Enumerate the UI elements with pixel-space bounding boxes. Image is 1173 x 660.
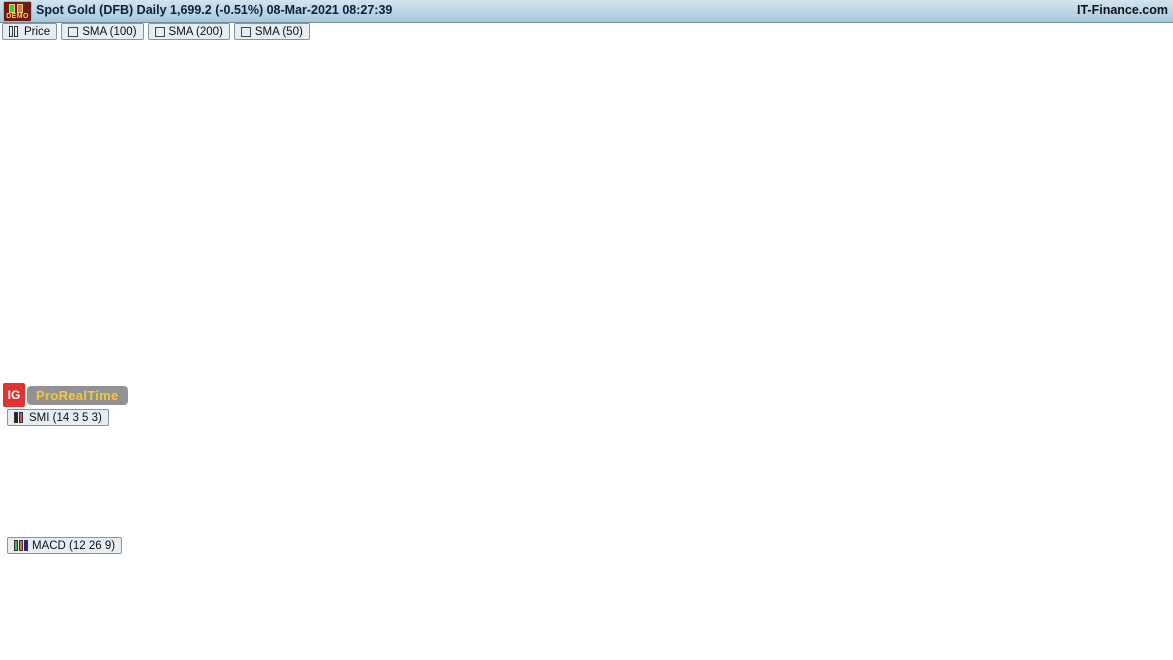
legend-sma100-label: SMA (100)	[82, 25, 137, 38]
legend-price-label: Price	[24, 25, 51, 38]
legend-price-button[interactable]: Price	[2, 23, 58, 40]
demo-badge-label: DEMO	[6, 13, 29, 20]
legend-sma200-label: SMA (200)	[168, 25, 223, 38]
time-axis[interactable]	[5, 641, 1128, 660]
macd-settings-button[interactable]: MACD (12 26 9)	[7, 537, 123, 554]
demo-account-badge: DEMO	[3, 1, 32, 22]
instrument-title: Spot Gold (DFB) Daily 1,699.2 (-0.51%) 0…	[36, 3, 393, 17]
candlestick-logo-icon	[9, 4, 23, 13]
sma50-color-icon	[240, 26, 251, 37]
legend-sma50-label: SMA (50)	[254, 25, 303, 38]
datafeed-brand: IT-Finance.com	[1077, 3, 1168, 17]
platform-watermark: IG ProRealTime	[3, 383, 128, 407]
smi-settings-button[interactable]: SMI (14 3 5 3)	[7, 409, 109, 426]
legend-sma50-button[interactable]: SMA (50)	[233, 23, 310, 40]
legend-sma200-button[interactable]: SMA (200)	[147, 23, 230, 40]
price-axis-column[interactable]	[1128, 0, 1173, 660]
prorealtime-watermark: ProRealTime	[27, 385, 128, 405]
smi-indicator-panel[interactable]	[5, 407, 1128, 531]
macd-panel-label: MACD (12 26 9)	[32, 539, 116, 552]
chart-title-bar: DEMO Spot Gold (DFB) Daily 1,699.2 (-0.5…	[0, 0, 1173, 23]
legend-sma100-button[interactable]: SMA (100)	[61, 23, 144, 40]
indicator-legend-bar: Price SMA (100) SMA (200) SMA (50)	[2, 23, 310, 40]
ig-logo: IG	[3, 383, 25, 407]
price-candles-icon	[9, 26, 20, 37]
macd-color-icon	[14, 540, 28, 551]
smi-panel-label: SMI (14 3 5 3)	[29, 411, 102, 424]
sma100-color-icon	[68, 26, 79, 37]
price-chart-panel[interactable]	[5, 40, 1128, 392]
smi-color-icon	[14, 412, 25, 423]
sma200-color-icon	[154, 26, 165, 37]
macd-indicator-panel[interactable]	[5, 534, 1128, 641]
